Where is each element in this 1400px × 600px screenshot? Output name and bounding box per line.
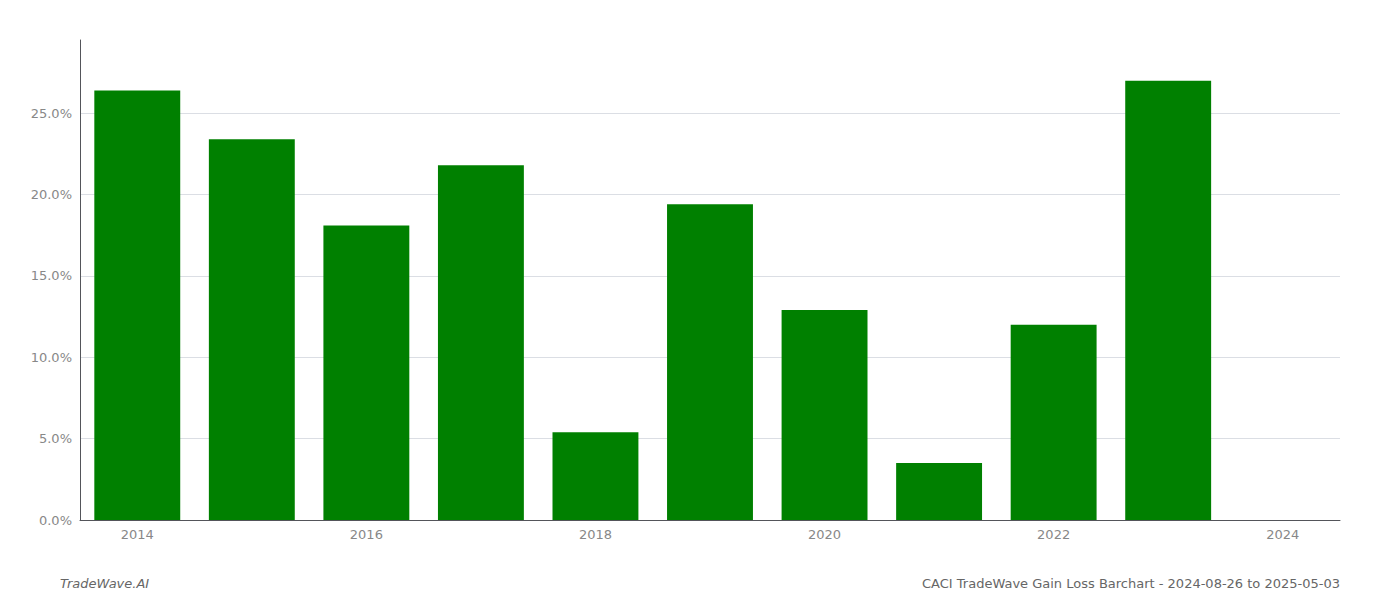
svg-text:2020: 2020 [808,527,841,542]
svg-text:2018: 2018 [579,527,612,542]
svg-text:2016: 2016 [350,527,383,542]
svg-text:25.0%: 25.0% [31,106,72,121]
svg-text:10.0%: 10.0% [31,350,72,365]
svg-text:2014: 2014 [121,527,154,542]
svg-text:2022: 2022 [1037,527,1070,542]
svg-text:5.0%: 5.0% [39,431,72,446]
svg-text:TradeWave.AI: TradeWave.AI [60,576,149,591]
svg-text:0.0%: 0.0% [39,513,72,528]
svg-text:2024: 2024 [1266,527,1299,542]
svg-text:15.0%: 15.0% [31,268,72,283]
svg-text:CACI TradeWave Gain Loss Barch: CACI TradeWave Gain Loss Barchart - 2024… [922,576,1340,591]
svg-text:20.0%: 20.0% [31,187,72,202]
